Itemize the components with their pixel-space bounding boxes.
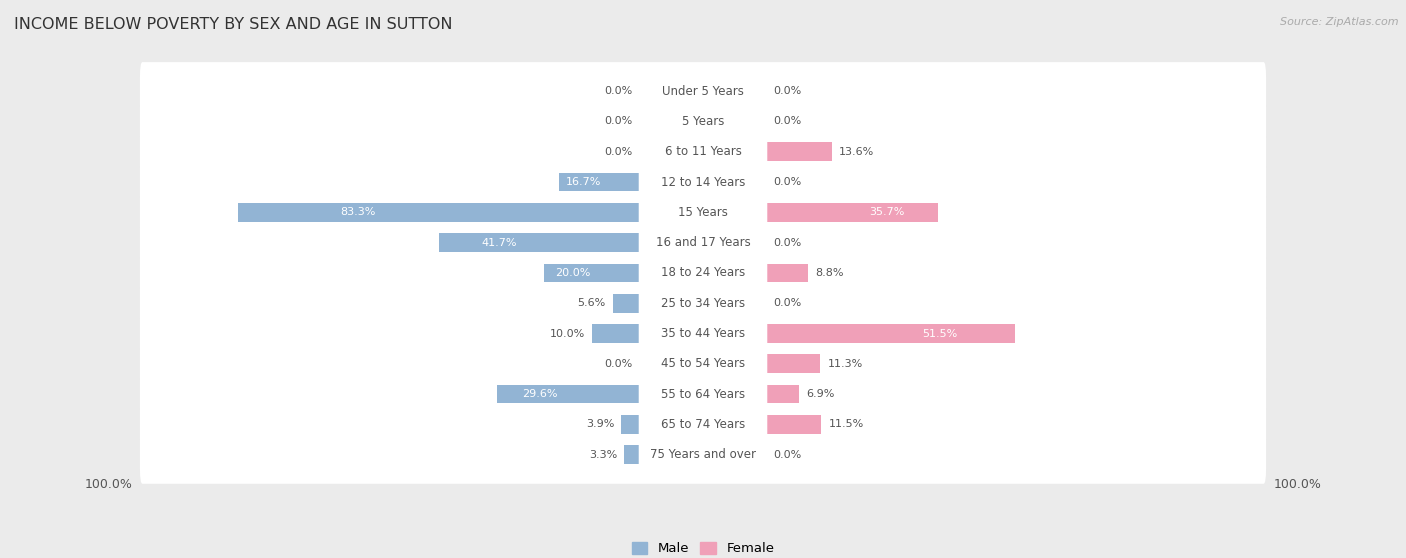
Text: Source: ZipAtlas.com: Source: ZipAtlas.com [1281,17,1399,27]
Text: 0.0%: 0.0% [773,238,801,248]
FancyBboxPatch shape [141,274,1265,333]
Bar [624,445,640,464]
FancyBboxPatch shape [638,285,768,322]
Bar [439,233,640,252]
Text: 35 to 44 Years: 35 to 44 Years [661,327,745,340]
FancyBboxPatch shape [141,62,1265,121]
FancyBboxPatch shape [141,93,1265,151]
FancyBboxPatch shape [141,305,1265,363]
Text: 11.3%: 11.3% [828,359,863,369]
Text: 0.0%: 0.0% [773,450,801,460]
FancyBboxPatch shape [141,365,1265,423]
FancyBboxPatch shape [141,395,1265,454]
Text: 45 to 54 Years: 45 to 54 Years [661,357,745,371]
Text: 8.8%: 8.8% [815,268,844,278]
FancyBboxPatch shape [638,133,768,170]
Text: 0.0%: 0.0% [773,86,801,96]
Bar [766,384,799,403]
Bar [560,172,640,191]
Legend: Male, Female: Male, Female [626,537,780,558]
Text: 0.0%: 0.0% [605,117,633,127]
Text: 13.6%: 13.6% [839,147,875,157]
Text: 55 to 64 Years: 55 to 64 Years [661,388,745,401]
FancyBboxPatch shape [141,123,1265,181]
Bar [621,415,640,434]
Bar [766,203,938,222]
Text: 0.0%: 0.0% [773,298,801,308]
Bar [613,294,640,312]
FancyBboxPatch shape [141,183,1265,242]
Text: 20.0%: 20.0% [555,268,591,278]
Text: 5.6%: 5.6% [578,298,606,308]
Text: 3.9%: 3.9% [586,420,614,430]
Bar [592,324,640,343]
FancyBboxPatch shape [638,436,768,473]
FancyBboxPatch shape [638,376,768,412]
Text: 0.0%: 0.0% [605,147,633,157]
Text: 12 to 14 Years: 12 to 14 Years [661,176,745,189]
FancyBboxPatch shape [638,73,768,110]
FancyBboxPatch shape [141,153,1265,211]
Text: 5 Years: 5 Years [682,115,724,128]
FancyBboxPatch shape [638,254,768,291]
Text: 100.0%: 100.0% [84,478,132,492]
Text: 0.0%: 0.0% [773,117,801,127]
Text: 18 to 24 Years: 18 to 24 Years [661,266,745,280]
Bar [544,263,640,282]
Text: 15 Years: 15 Years [678,206,728,219]
Bar [766,354,821,373]
FancyBboxPatch shape [141,426,1265,484]
FancyBboxPatch shape [638,345,768,382]
FancyBboxPatch shape [638,406,768,443]
Text: Under 5 Years: Under 5 Years [662,85,744,98]
Text: 100.0%: 100.0% [1274,478,1322,492]
Text: 25 to 34 Years: 25 to 34 Years [661,297,745,310]
Text: 3.3%: 3.3% [589,450,617,460]
Text: 41.7%: 41.7% [481,238,517,248]
Bar [238,203,640,222]
Text: 75 Years and over: 75 Years and over [650,448,756,461]
Bar [766,142,831,161]
FancyBboxPatch shape [141,335,1265,393]
Text: 16 and 17 Years: 16 and 17 Years [655,236,751,249]
Text: 65 to 74 Years: 65 to 74 Years [661,418,745,431]
FancyBboxPatch shape [638,103,768,140]
Text: 83.3%: 83.3% [340,208,375,218]
Text: 6 to 11 Years: 6 to 11 Years [665,145,741,158]
FancyBboxPatch shape [141,244,1265,302]
Text: 29.6%: 29.6% [522,389,558,399]
Text: 51.5%: 51.5% [922,329,957,339]
FancyBboxPatch shape [638,315,768,352]
Text: 6.9%: 6.9% [807,389,835,399]
Text: 0.0%: 0.0% [605,86,633,96]
Bar [766,263,808,282]
FancyBboxPatch shape [638,224,768,261]
Text: 11.5%: 11.5% [828,420,863,430]
Bar [766,324,1015,343]
Text: 16.7%: 16.7% [567,177,602,187]
FancyBboxPatch shape [638,163,768,200]
FancyBboxPatch shape [638,194,768,231]
Bar [498,384,640,403]
Text: 10.0%: 10.0% [550,329,585,339]
Bar [766,415,821,434]
Text: INCOME BELOW POVERTY BY SEX AND AGE IN SUTTON: INCOME BELOW POVERTY BY SEX AND AGE IN S… [14,17,453,32]
Text: 0.0%: 0.0% [773,177,801,187]
Text: 35.7%: 35.7% [869,208,904,218]
Text: 0.0%: 0.0% [605,359,633,369]
FancyBboxPatch shape [141,214,1265,272]
